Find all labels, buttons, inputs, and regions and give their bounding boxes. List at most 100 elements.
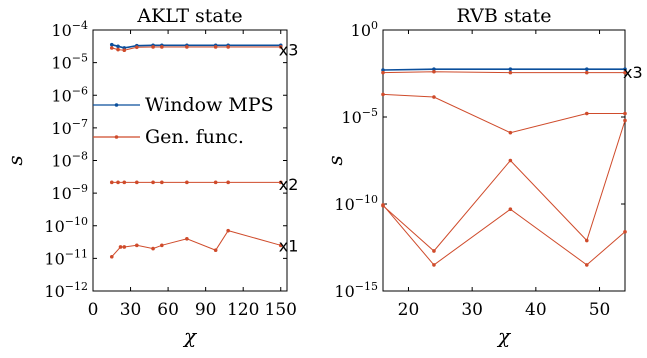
data-point <box>584 67 589 71</box>
data-point <box>151 180 155 185</box>
data-point <box>116 180 120 185</box>
y-tick-label: 10−10 <box>44 215 88 236</box>
plot-frame <box>382 29 626 292</box>
chart-title: RVB state <box>457 5 552 27</box>
data-point <box>381 203 385 207</box>
data-point <box>151 246 155 251</box>
data-point <box>160 243 164 248</box>
y-tick-label: 10−7 <box>51 117 88 138</box>
y-tick-label: 10−15 <box>334 280 378 301</box>
y-tick-label: 10−9 <box>51 182 88 203</box>
y-tick-label: 10−10 <box>334 193 378 214</box>
y-tick-label: 100 <box>351 19 378 40</box>
series-line <box>382 93 625 134</box>
data-point <box>623 111 627 116</box>
data-point <box>508 67 513 71</box>
x-tick-label: 30 <box>120 300 142 320</box>
data-point <box>584 111 589 116</box>
x-tick-label: 60 <box>157 300 179 320</box>
data-point <box>381 70 385 75</box>
series-3 <box>381 92 627 135</box>
data-point <box>122 245 127 249</box>
data-point <box>160 180 164 185</box>
legend: Window MPS Gen. func. <box>93 94 274 148</box>
data-point <box>432 67 436 71</box>
series-line <box>111 46 281 51</box>
chart-panel-2: RVB state 20 30 40 50 10−15 10−10 10−5 100 χ s x3 <box>323 5 643 348</box>
data-point <box>226 180 230 185</box>
series-5 <box>381 203 627 267</box>
data-point <box>226 45 230 49</box>
data-point <box>122 48 127 53</box>
annotation-label: x3 <box>279 41 299 60</box>
annotation-label: x1 <box>279 236 299 255</box>
data-point <box>109 46 114 50</box>
series-4 <box>109 228 283 259</box>
data-point <box>213 248 218 253</box>
x-tick-label: 30 <box>461 300 483 320</box>
data-point <box>508 158 513 163</box>
data-point <box>508 70 513 75</box>
data-point <box>278 45 283 49</box>
series-line <box>111 230 281 258</box>
chart-panel-1: AKLT state 0 30 60 90 120 150 10−12 10−11 10−10 10… <box>3 5 298 348</box>
data-point <box>432 263 436 267</box>
series-1 <box>381 67 627 72</box>
y-axis-label: s <box>323 155 347 165</box>
data-point <box>135 180 139 185</box>
legend-marker <box>114 135 119 139</box>
data-point <box>213 45 218 49</box>
data-point <box>381 92 385 97</box>
data-point <box>116 44 120 49</box>
data-point <box>584 238 589 243</box>
y-axis-label: s <box>3 155 27 165</box>
x-tick-label: 50 <box>589 300 611 320</box>
x-tick-label: 90 <box>195 300 217 320</box>
data-point <box>185 45 189 49</box>
series-4 <box>381 118 627 253</box>
data-point <box>381 68 385 72</box>
x-tick-label: 40 <box>525 300 547 320</box>
data-point <box>185 237 189 241</box>
plot-frame <box>92 29 288 292</box>
data-point <box>135 45 139 50</box>
data-point <box>584 70 589 75</box>
y-tick-label: 10−11 <box>44 247 88 268</box>
data-point <box>116 47 120 52</box>
x-tick-label: 0 <box>88 300 99 320</box>
data-point <box>623 230 627 234</box>
data-point <box>432 95 436 99</box>
legend-marker <box>114 103 119 107</box>
series-line <box>382 71 625 74</box>
series-line <box>382 68 625 71</box>
data-point <box>278 180 283 185</box>
data-point <box>151 45 155 49</box>
data-point <box>584 263 589 267</box>
data-point <box>432 249 436 253</box>
series-line <box>111 43 281 49</box>
data-point <box>278 243 283 248</box>
annotation-label: x3 <box>623 63 643 82</box>
y-tick-label: 10−8 <box>51 150 88 171</box>
x-axis-label: χ <box>496 324 512 348</box>
data-point <box>213 180 218 185</box>
x-axis-label: χ <box>182 324 198 348</box>
data-point <box>623 118 627 123</box>
data-point <box>160 45 164 49</box>
y-tick-label: 10−5 <box>51 52 88 73</box>
chart-title: AKLT state <box>136 5 242 27</box>
data-point <box>118 245 123 249</box>
data-point <box>623 67 627 71</box>
data-point <box>508 130 513 135</box>
data-point <box>109 42 114 47</box>
y-tick-label: 10−4 <box>51 19 88 40</box>
series-3 <box>109 180 283 185</box>
legend-entry-label: Gen. func. <box>145 126 244 148</box>
series-line <box>382 120 626 252</box>
y-tick-label: 10−5 <box>341 106 378 127</box>
data-point <box>109 254 114 259</box>
series-2 <box>109 45 283 53</box>
data-point <box>623 70 627 75</box>
x-tick-label: 20 <box>398 300 420 320</box>
data-point <box>109 180 114 185</box>
